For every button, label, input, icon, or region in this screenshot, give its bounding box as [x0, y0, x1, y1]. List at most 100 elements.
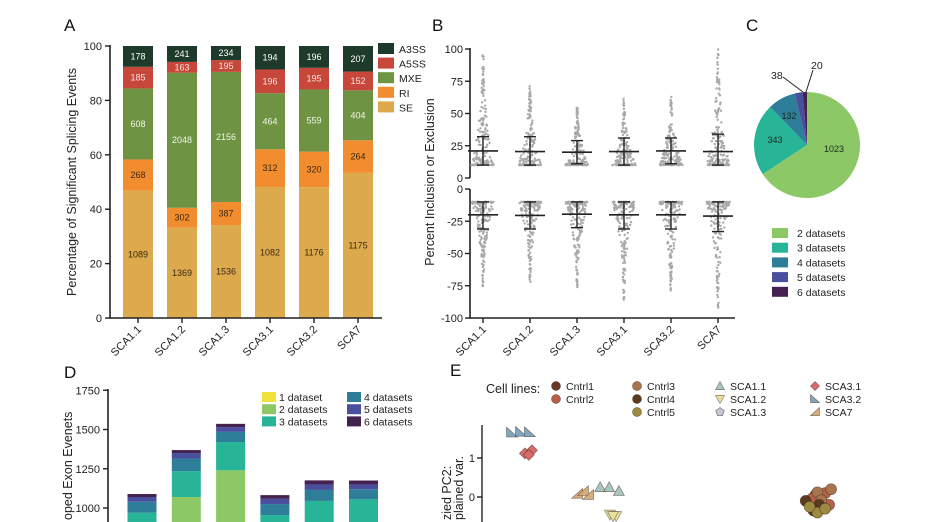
data-point — [671, 158, 674, 161]
data-point-sca3.2 — [524, 425, 537, 438]
data-point — [618, 145, 621, 149]
data-point — [571, 231, 575, 234]
data-point — [628, 205, 631, 209]
data-point — [483, 114, 487, 117]
data-point — [480, 105, 483, 109]
data-point — [622, 280, 626, 283]
data-point — [574, 253, 577, 256]
data-point — [566, 200, 569, 204]
data-point — [474, 209, 478, 213]
data-point — [716, 52, 719, 56]
data-point — [666, 161, 669, 164]
data-point — [522, 204, 526, 207]
data-point — [583, 161, 587, 164]
data-point — [671, 204, 674, 207]
data-point — [571, 216, 575, 219]
bar-segment-a3ss — [343, 46, 373, 72]
data-point — [522, 159, 525, 162]
data-point — [673, 210, 677, 213]
data-point — [527, 98, 531, 101]
data-point — [710, 202, 714, 205]
data-point — [485, 233, 488, 237]
data-point — [475, 153, 479, 156]
pie-slice — [754, 106, 807, 175]
bar-segment-6-datasets — [349, 480, 378, 485]
data-point — [669, 235, 672, 238]
y-tick-label: 75 — [451, 76, 463, 88]
data-point — [576, 285, 579, 289]
data-point — [531, 231, 535, 234]
data-point — [716, 276, 719, 279]
data-point — [518, 160, 522, 163]
data-point — [530, 238, 533, 242]
bar-segment-5-datasets — [304, 484, 334, 490]
data-point — [718, 158, 721, 162]
data-point — [721, 205, 724, 208]
data-point — [528, 234, 531, 237]
data-point — [520, 209, 524, 212]
data-label: 559 — [306, 116, 321, 126]
data-point — [662, 200, 665, 204]
y-tick-label: -25 — [447, 216, 463, 228]
y-tick-label: 0 — [96, 313, 102, 325]
bar-segment-a5ss — [299, 67, 329, 90]
data-point — [490, 200, 494, 204]
data-point — [625, 237, 628, 241]
panel-label-c: C — [746, 16, 758, 35]
data-point — [479, 109, 482, 113]
data-point — [573, 245, 576, 248]
data-point — [622, 107, 626, 111]
data-point — [575, 249, 579, 252]
data-point — [484, 205, 487, 208]
data-point — [625, 217, 629, 220]
data-point — [532, 140, 535, 143]
data-point — [486, 138, 490, 141]
data-point — [620, 217, 623, 220]
data-point — [529, 115, 532, 118]
data-point — [709, 207, 713, 211]
data-point — [712, 240, 716, 243]
data-label: 234 — [218, 48, 233, 58]
data-point — [716, 248, 719, 251]
data-point — [612, 202, 616, 206]
data-point — [708, 152, 711, 156]
data-point — [618, 225, 621, 228]
y-tick-label: 100 — [445, 44, 463, 56]
data-point — [720, 211, 723, 214]
x-tick-label: SCA3.1 — [595, 324, 630, 359]
data-point — [721, 161, 724, 164]
data-point — [623, 250, 626, 254]
data-point — [482, 250, 485, 253]
data-point — [676, 157, 680, 160]
data-point — [481, 273, 484, 277]
data-point — [661, 208, 664, 212]
legend-label: Cntrl1 — [566, 381, 594, 393]
data-label: 312 — [262, 163, 277, 173]
data-point — [481, 249, 484, 252]
data-label: 178 — [130, 51, 145, 61]
data-point — [475, 206, 479, 210]
data-point — [618, 222, 622, 225]
legend-item: SCA1.3 — [715, 407, 766, 419]
data-point — [623, 114, 626, 118]
legend-item: 4 datasets — [347, 392, 412, 404]
data-point — [615, 217, 618, 220]
data-point — [478, 234, 481, 237]
data-point — [622, 273, 626, 276]
data-point — [716, 113, 719, 116]
legend-label: Cntrl3 — [647, 381, 675, 393]
data-point — [669, 287, 672, 291]
panel-d-stacked-bar-chart: 1000 1250 1500 1750 oped Exon Evenets 1 datas… — [61, 385, 412, 522]
data-point — [531, 159, 534, 163]
bar-segment-3-datasets — [304, 500, 334, 522]
bar-segment-a5ss — [123, 66, 153, 89]
slice-label: 1023 — [824, 144, 844, 154]
data-point — [475, 155, 478, 158]
data-point — [707, 154, 710, 158]
data-point — [662, 163, 666, 167]
data-point — [482, 70, 485, 73]
data-point — [625, 140, 629, 144]
data-point — [722, 153, 726, 156]
data-point — [632, 208, 635, 211]
